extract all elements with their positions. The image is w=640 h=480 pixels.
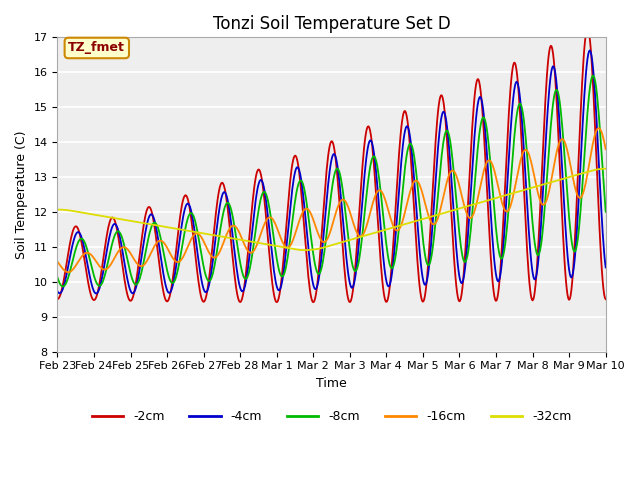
Title: Tonzi Soil Temperature Set D: Tonzi Soil Temperature Set D bbox=[212, 15, 451, 33]
Y-axis label: Soil Temperature (C): Soil Temperature (C) bbox=[15, 130, 28, 259]
X-axis label: Time: Time bbox=[316, 377, 347, 390]
Legend: -2cm, -4cm, -8cm, -16cm, -32cm: -2cm, -4cm, -8cm, -16cm, -32cm bbox=[87, 405, 577, 428]
Text: TZ_fmet: TZ_fmet bbox=[68, 41, 125, 54]
